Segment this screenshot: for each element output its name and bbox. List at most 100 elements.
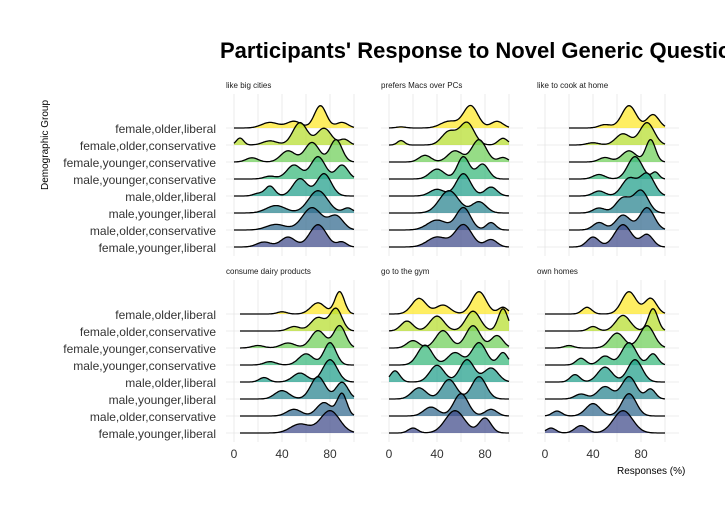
ridge-line [569, 105, 666, 129]
ridge-line [545, 307, 666, 332]
group-label: male,older,conservative [90, 410, 216, 424]
ridge-area [240, 359, 354, 382]
group-label: male,younger,conservative [73, 173, 216, 187]
ridge-line [389, 325, 510, 349]
ridge-area [240, 393, 354, 416]
ridge-line [569, 138, 666, 163]
panels-layer: female,older,liberal female,older,conserv… [63, 81, 679, 461]
ridge-line [233, 121, 355, 146]
panel-title: like big cities [226, 81, 271, 90]
ridge-area [240, 308, 354, 331]
ridge-area [545, 376, 665, 399]
group-label: female,younger,conservative [63, 156, 216, 170]
ridge-line [234, 105, 355, 129]
x-tick-label: 80 [323, 447, 337, 461]
panel-title: prefers Macs over PCs [381, 81, 462, 90]
ridge-line [240, 324, 355, 349]
ridge-line [389, 291, 510, 315]
x-tick-label: 40 [275, 447, 289, 461]
panel-prefers-macs-over-pcs: prefers Macs over PCs [381, 81, 523, 256]
ridge-area [234, 190, 354, 213]
ridge-line [388, 358, 510, 383]
group-label: female,older,conservative [80, 325, 216, 339]
ridge-line [234, 190, 355, 214]
ridge-area [545, 291, 665, 314]
ridge-line [234, 224, 355, 248]
ridge-area [389, 376, 509, 399]
panel-like-big-cities: like big cities [226, 81, 368, 256]
ridge-area [389, 308, 509, 331]
ridge-line [388, 104, 510, 129]
x-tick-label: 40 [430, 447, 444, 461]
ridge-line [240, 290, 355, 315]
ridge-area [234, 139, 354, 162]
ridge-area [569, 190, 665, 213]
ridge-area [545, 308, 665, 331]
ridge-area [545, 410, 665, 433]
group-label: female,older,liberal [115, 122, 216, 136]
ridge-line [233, 138, 355, 163]
group-label: female,younger,liberal [99, 427, 216, 441]
ridge-area [545, 393, 665, 416]
ridge-area [569, 224, 665, 247]
group-label: male,older,conservative [90, 224, 216, 238]
panel-title: own homes [537, 267, 578, 276]
ridge-line [240, 359, 354, 383]
x-tick-label: 0 [231, 447, 238, 461]
ridge-area [389, 190, 509, 213]
ridge-line [240, 392, 355, 417]
panel-title: go to the gym [381, 267, 430, 276]
panel-title: consume dairy products [226, 267, 311, 276]
ridge-area [234, 207, 354, 230]
group-label: male,older,liberal [125, 376, 216, 390]
ridge-line [544, 410, 665, 434]
ridge-line [389, 121, 510, 146]
ridge-line [545, 325, 666, 349]
ridge-area [389, 139, 509, 162]
group-label: male,younger,liberal [109, 393, 216, 407]
panel-title: like to cook at home [537, 81, 609, 90]
ridge-area [389, 342, 509, 365]
group-label: female,younger,conservative [63, 342, 216, 356]
ridge-line [544, 393, 665, 417]
x-tick-label: 80 [634, 447, 648, 461]
x-axis-label: Responses (%) [617, 466, 685, 477]
ridge-line [569, 189, 665, 214]
ridge-area [569, 122, 665, 145]
panel-like-to-cook-at-home: like to cook at home [537, 81, 679, 256]
ridge-area [389, 410, 509, 433]
x-tick-label: 0 [386, 447, 393, 461]
ridge-area [569, 207, 665, 230]
group-label: female,younger,liberal [99, 241, 216, 255]
ridge-area [389, 207, 509, 230]
ridge-area [389, 393, 509, 416]
x-tick-label: 40 [586, 447, 600, 461]
group-label: male,older,liberal [125, 190, 216, 204]
ridge-area [389, 105, 509, 128]
y-axis-label: Demographic Group [40, 100, 51, 190]
ridge-line [545, 359, 665, 383]
x-tick-label: 80 [478, 447, 492, 461]
ridge-line [388, 307, 510, 332]
ridge-line [389, 341, 510, 366]
x-tick-label: 0 [542, 447, 549, 461]
ridge-area [389, 291, 509, 314]
ridge-line [389, 138, 510, 163]
ridge-line [569, 172, 666, 197]
ridge-area [234, 105, 354, 128]
ridge-area [569, 105, 665, 128]
ridge-area [240, 376, 354, 399]
ridge-area [389, 156, 509, 179]
chart-title: Participants' Response to Novel Generic … [220, 38, 725, 63]
ridge-line [234, 155, 355, 180]
ridge-line [569, 224, 666, 248]
ridge-line [389, 393, 509, 417]
ridge-line [569, 122, 666, 146]
ridge-area [240, 325, 354, 348]
panel-consume-dairy-products: consume dairy products 0 40 80 [226, 267, 368, 461]
ridge-area [240, 291, 354, 314]
ridge-line [389, 190, 509, 214]
ridge-area [389, 224, 509, 247]
ridge-area [389, 122, 509, 145]
